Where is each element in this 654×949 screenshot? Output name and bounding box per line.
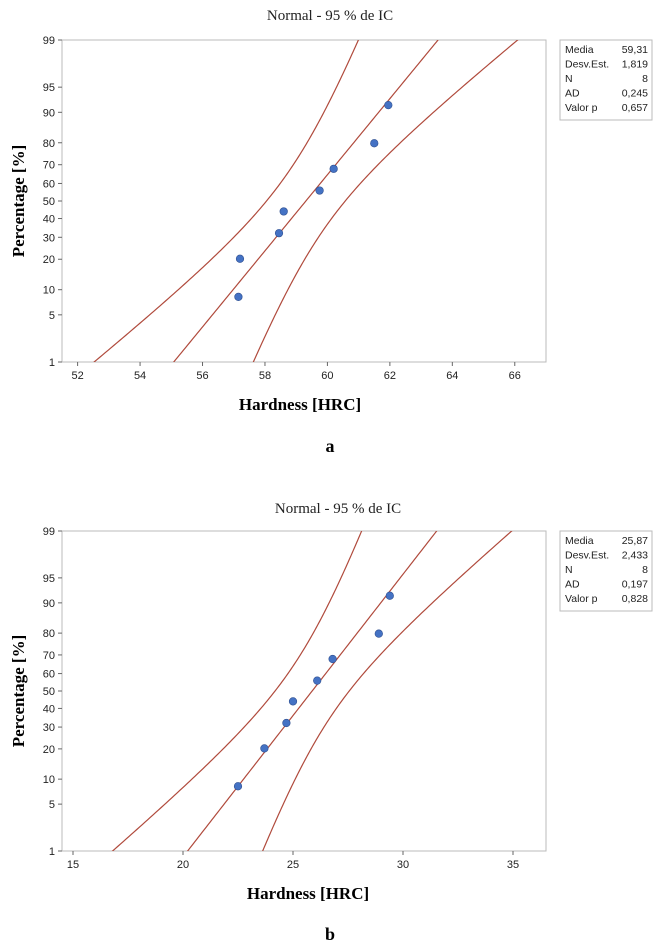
data-point [288, 697, 298, 706]
ci-lower-line [93, 40, 360, 362]
y-tick-label: 20 [43, 744, 55, 756]
y-tick-label: 10 [43, 285, 55, 297]
stats-legend-box [559, 39, 653, 121]
y-tick-label: 40 [43, 703, 55, 715]
stats-value: 59,31 [622, 44, 648, 56]
x-tick-label: 52 [71, 370, 83, 382]
chart-title: Normal - 95 % de IC [267, 8, 393, 24]
y-tick-label: 95 [43, 82, 55, 94]
y-tick-label: 40 [43, 214, 55, 226]
x-tick-label: 35 [507, 859, 519, 871]
data-point [233, 782, 243, 791]
stats-label: Media [565, 44, 594, 56]
x-tick-label: 25 [287, 859, 299, 871]
data-point [279, 207, 288, 216]
x-tick-label: 58 [259, 370, 271, 382]
y-tick-label: 80 [43, 138, 55, 150]
data-point [328, 654, 337, 664]
y-tick-label: 60 [43, 178, 55, 190]
ci-lower-line [111, 531, 363, 851]
data-point [274, 229, 284, 238]
ci-upper-line [262, 531, 513, 851]
stats-legend-box [559, 530, 653, 612]
y-tick-label: 80 [43, 628, 55, 640]
stats-value: 1,819 [622, 59, 648, 71]
x-tick-label: 20 [177, 859, 189, 871]
stats-label: AD [565, 88, 580, 100]
data-point [315, 186, 324, 195]
panel-label: b [325, 924, 335, 944]
plot-frame [61, 530, 547, 852]
y-tick-label: 1 [49, 357, 55, 369]
stats-legend: Media 59,31 Desv.Est. 1,819 N 8 AD 0,245 Valor p… [559, 39, 653, 121]
x-tick-label: 54 [134, 370, 146, 382]
stats-legend: Media 25,87 Desv.Est. 2,433 N 8 AD 0,197 Valor p… [559, 530, 653, 612]
stats-value: 0,828 [622, 593, 648, 605]
x-axis-label: Hardness [HRC] [247, 884, 369, 903]
stats-label: Valor p [565, 102, 598, 114]
stats-label: Media [565, 535, 594, 547]
y-tick-label: 70 [43, 650, 55, 662]
data-point [374, 629, 383, 638]
x-tick-label: 62 [384, 370, 396, 382]
y-tick-label: 99 [43, 526, 55, 538]
data-point [384, 101, 393, 110]
y-tick-label: 50 [43, 686, 55, 698]
stats-label: N [565, 73, 573, 85]
y-axis-label: Percentage [%] [9, 635, 28, 748]
chart-panel-a: Normal - 95 % de IC 1 5 10 20 30 40 50 60 70 80 90 9… [9, 8, 653, 456]
y-axis-label: Percentage [%] [9, 145, 28, 258]
data-point [260, 744, 269, 753]
stats-label: Valor p [565, 593, 598, 605]
y-tick-label: 50 [43, 196, 55, 208]
stats-value: 0,245 [622, 88, 648, 100]
data-point [234, 292, 243, 301]
x-tick-label: 15 [67, 859, 79, 871]
data-point [282, 718, 291, 728]
plot-frame [61, 39, 547, 363]
y-tick-label: 20 [43, 254, 55, 266]
chart-panel-b: Normal - 95 % de IC151020304050607080909… [9, 501, 653, 944]
stats-label: Desv.Est. [565, 59, 609, 71]
y-tick-label: 5 [49, 310, 55, 322]
y-tick-label: 60 [43, 669, 55, 681]
x-tick-label: 66 [509, 370, 521, 382]
data-point [370, 139, 379, 148]
y-tick-label: 30 [43, 232, 55, 244]
chart-title: Normal - 95 % de IC [275, 501, 401, 517]
stats-value: 0,657 [622, 102, 648, 114]
stats-value: 2,433 [622, 550, 648, 562]
data-point [235, 254, 245, 263]
stats-label: AD [565, 579, 580, 591]
fit-line [186, 531, 438, 851]
x-tick-label: 64 [446, 370, 458, 382]
x-axis-label: Hardness [HRC] [239, 395, 361, 414]
x-tick-label: 56 [196, 370, 208, 382]
y-tick-label: 70 [43, 160, 55, 172]
x-tick-label: 60 [321, 370, 333, 382]
panel-label: a [326, 436, 335, 456]
fit-line [172, 40, 439, 362]
y-tick-label: 5 [49, 799, 55, 811]
y-tick-label: 1 [49, 846, 55, 858]
y-tick-label: 90 [43, 107, 55, 119]
x-tick-label: 30 [397, 859, 409, 871]
y-tick-label: 95 [43, 573, 55, 585]
stats-value: 8 [642, 73, 648, 85]
y-tick-label: 10 [43, 774, 55, 786]
data-point [313, 676, 322, 685]
y-tick-label: 99 [43, 35, 55, 47]
y-tick-label: 30 [43, 722, 55, 734]
stats-label: N [565, 564, 573, 576]
stats-value: 8 [642, 564, 648, 576]
ci-upper-line [252, 40, 519, 362]
stats-label: Desv.Est. [565, 550, 609, 562]
data-point [329, 164, 338, 173]
data-point [385, 591, 394, 600]
y-tick-label: 90 [43, 598, 55, 610]
stats-value: 25,87 [622, 535, 648, 547]
stats-value: 0,197 [622, 579, 648, 591]
